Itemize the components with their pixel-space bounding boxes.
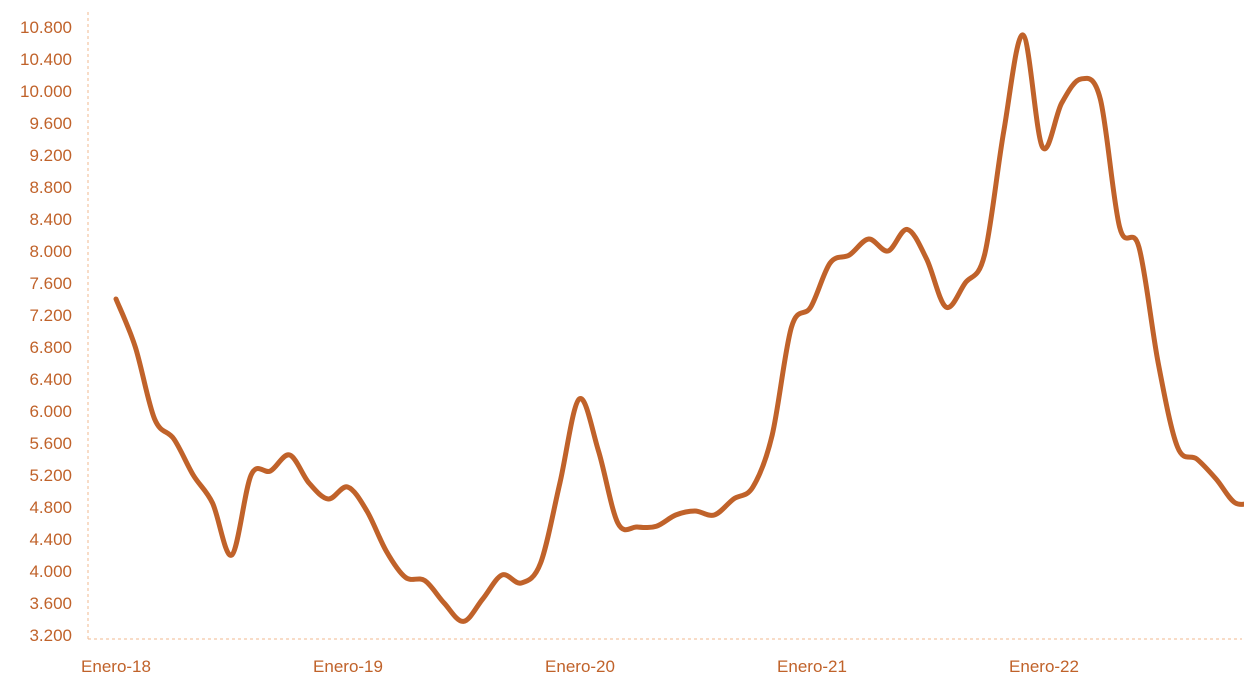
- y-tick-label: 8.800: [29, 178, 72, 197]
- y-tick-label: 4.000: [29, 562, 72, 581]
- axes: [87, 12, 1242, 640]
- y-tick-label: 10.400: [20, 50, 72, 69]
- y-tick-label: 5.600: [29, 434, 72, 453]
- x-tick-label: Enero-21: [777, 657, 847, 675]
- y-axis-ticks: 3.200 3.600 4.000 4.400 4.800 5.200 5.600 6.000…: [20, 18, 72, 645]
- x-tick-label: Enero-22: [1009, 657, 1079, 675]
- y-tick-label: 4.400: [29, 530, 72, 549]
- y-tick-label: 9.200: [29, 146, 72, 165]
- y-tick-label: 5.200: [29, 466, 72, 485]
- y-tick-label: 7.600: [29, 274, 72, 293]
- y-tick-label: 6.800: [29, 338, 72, 357]
- x-tick-label: Enero-20: [545, 657, 615, 675]
- y-tick-label: 6.000: [29, 402, 72, 421]
- y-tick-label: 10.000: [20, 82, 72, 101]
- x-axis-ticks: Enero-18 Enero-19 Enero-20 Enero-21 Enero-22: [81, 657, 1079, 675]
- y-tick-label: 10.800: [20, 18, 72, 37]
- series-group: [113, 32, 1244, 624]
- y-tick-label: 7.200: [29, 306, 72, 325]
- x-tick-label: Enero-19: [313, 657, 383, 675]
- series-line: [113, 32, 1244, 624]
- y-tick-label: 8.000: [29, 242, 72, 261]
- y-tick-label: 4.800: [29, 498, 72, 517]
- y-tick-label: 6.400: [29, 370, 72, 389]
- y-tick-label: 3.600: [29, 594, 72, 613]
- y-tick-label: 9.600: [29, 114, 72, 133]
- y-tick-label: 8.400: [29, 210, 72, 229]
- x-tick-label: Enero-18: [81, 657, 151, 675]
- y-tick-label: 3.200: [29, 626, 72, 645]
